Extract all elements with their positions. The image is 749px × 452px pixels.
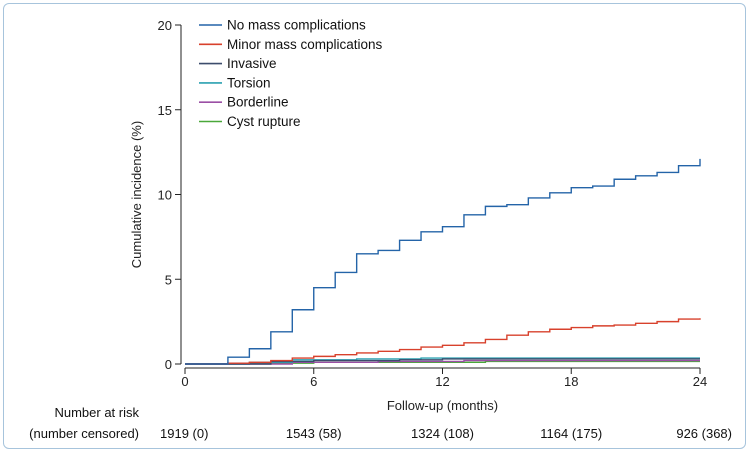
y-tick-label: 0 — [165, 357, 172, 372]
x-tick-label: 12 — [435, 374, 449, 389]
risk-value: 1543 (58) — [286, 426, 342, 441]
y-tick-label: 10 — [158, 188, 172, 203]
series-line-no-mass-complications — [185, 158, 701, 365]
series-line-minor-mass-complications — [185, 318, 701, 365]
legend-label: Invasive — [227, 56, 277, 71]
x-tick-label: 24 — [693, 374, 707, 389]
x-axis-label: Follow-up (months) — [387, 398, 498, 413]
legend-label: Torsion — [227, 75, 271, 90]
y-axis-label: Cumulative incidence (%) — [129, 121, 144, 268]
risk-value: 926 (368) — [676, 426, 732, 441]
legend: No mass complications Minor mass complica… — [199, 18, 383, 129]
series-lines — [185, 158, 701, 365]
axes: 0 5 10 15 20 0 6 12 18 24 — [158, 18, 708, 389]
x-tick-label: 0 — [181, 374, 188, 389]
legend-label: Borderline — [227, 95, 289, 110]
y-tick-label: 20 — [158, 18, 172, 33]
legend-label: No mass complications — [227, 18, 366, 33]
legend-label: Minor mass complications — [227, 37, 383, 52]
y-tick-label: 5 — [165, 272, 172, 287]
legend-label: Cyst rupture — [227, 114, 301, 129]
risk-table-label: Number at risk — [54, 405, 139, 420]
risk-table-values: 1919 (0) 1543 (58) 1324 (108) 1164 (175) 926… — [160, 426, 732, 441]
x-tick-label: 6 — [310, 374, 317, 389]
series-line-borderline — [185, 359, 700, 365]
risk-value: 1919 (0) — [160, 426, 208, 441]
risk-value: 1324 (108) — [411, 426, 474, 441]
figure-frame — [3, 3, 746, 449]
y-tick-label: 15 — [158, 103, 172, 118]
risk-table-sublabel: (number censored) — [29, 426, 139, 441]
x-tick-label: 18 — [564, 374, 578, 389]
risk-value: 1164 (175) — [540, 426, 602, 441]
